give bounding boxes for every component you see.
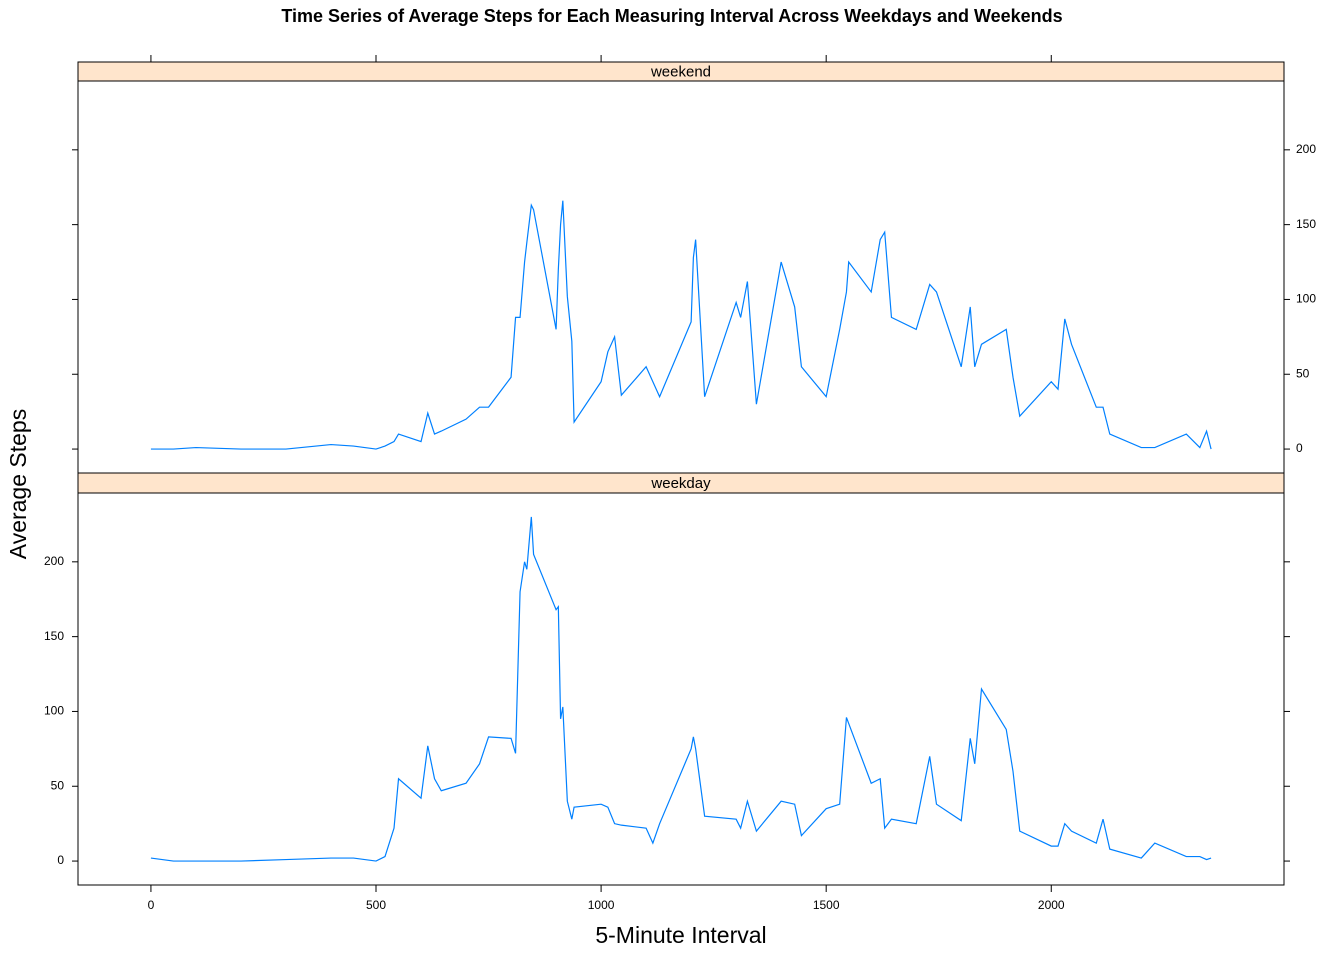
strip-label: weekend xyxy=(650,63,711,80)
strip-label: weekday xyxy=(650,475,711,492)
x-tick-label: 1500 xyxy=(813,898,840,912)
y-tick-label: 0 xyxy=(57,853,64,867)
series-line xyxy=(150,200,1212,450)
y-tick-label: 150 xyxy=(1296,217,1316,231)
panel-frame xyxy=(77,492,1285,886)
y-tick-label: 0 xyxy=(1296,441,1303,455)
y-tick-label: 200 xyxy=(1296,142,1316,156)
x-tick-label: 0 xyxy=(148,898,155,912)
series-line xyxy=(150,516,1212,862)
y-tick-label: 200 xyxy=(44,554,64,568)
chart-title: Time Series of Average Steps for Each Me… xyxy=(281,6,1062,26)
panel-frame xyxy=(77,80,1285,474)
y-tick-label: 150 xyxy=(44,629,64,643)
y-axis-label: Average Steps xyxy=(5,409,31,559)
x-tick-label: 1000 xyxy=(588,898,615,912)
y-tick-label: 100 xyxy=(1296,292,1316,306)
x-axis-label: 5-Minute Interval xyxy=(595,922,766,948)
y-tick-label: 50 xyxy=(1296,366,1310,380)
y-tick-label: 50 xyxy=(51,778,65,792)
x-tick-label: 500 xyxy=(366,898,386,912)
x-tick-label: 2000 xyxy=(1038,898,1065,912)
y-tick-label: 100 xyxy=(44,704,64,718)
